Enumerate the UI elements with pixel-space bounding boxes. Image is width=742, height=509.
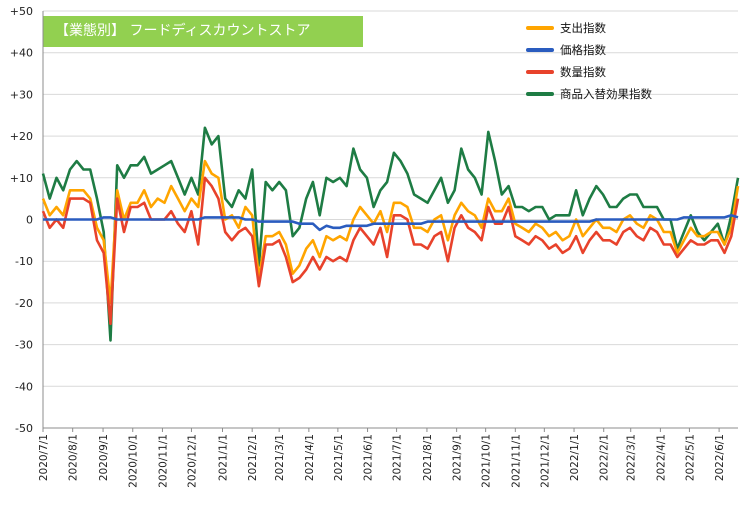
y-tick-label: -50 (15, 422, 33, 435)
x-tick-label: 2021/8/1 (422, 434, 434, 481)
x-tick-label: 2022/3/1 (626, 434, 638, 481)
y-tick-label: -10 (15, 255, 33, 268)
x-tick-label: 2021/1/1 (217, 434, 229, 481)
y-tick-label: 0 (26, 214, 33, 227)
x-tick-label: 2020/7/1 (38, 434, 50, 481)
x-tick-label: 2020/9/1 (98, 434, 110, 481)
x-axis-tick-labels: 2020/7/1 2020/8/1 2020/9/1 2020/10/1 2020/11… (38, 434, 726, 488)
x-tick-label: 2022/5/1 (684, 434, 696, 481)
y-tick-label: +40 (10, 47, 33, 60)
y-tick-label: -30 (15, 339, 33, 352)
x-tick-label: 2021/12/1 (539, 434, 551, 488)
x-tick-label: 2021/11/1 (510, 434, 522, 488)
series-line (43, 214, 739, 232)
x-tick-label: 2022/6/1 (714, 434, 726, 481)
x-tick-label: 2021/3/1 (274, 434, 286, 481)
y-tick-label: +50 (10, 5, 33, 18)
series-lines (41, 126, 740, 342)
y-tick-label: +20 (10, 130, 33, 143)
y-tick-label: +10 (10, 172, 33, 185)
legend-label: 数量指数 (560, 65, 606, 79)
y-tick-label: -20 (15, 297, 33, 310)
x-tick-label: 2021/9/1 (452, 434, 464, 481)
y-tick-label: +30 (10, 88, 33, 101)
legend-label: 支出指数 (560, 21, 606, 35)
x-tick-label: 2020/8/1 (68, 434, 80, 481)
x-tick-label: 2020/12/1 (186, 434, 198, 488)
x-tick-label: 2021/6/1 (363, 434, 375, 481)
x-tick-label: 2021/7/1 (392, 434, 404, 481)
y-axis-tick-labels: +50 +40 +30 +20 +10 0 -10 -20 -30 -40 -50 (10, 5, 33, 435)
x-tick-label: 2020/10/1 (128, 434, 140, 488)
legend-label: 商品入替効果指数 (560, 87, 652, 101)
x-tick-label: 2021/4/1 (304, 434, 316, 481)
x-tick-label: 2021/5/1 (333, 434, 345, 481)
x-tick-label: 2022/1/1 (569, 434, 581, 481)
x-tick-label: 2021/10/1 (481, 434, 493, 488)
x-tick-label: 2022/2/1 (599, 434, 611, 481)
y-tick-label: -40 (15, 380, 33, 393)
chart-title: 【業態別】 フードディスカウントストア (43, 16, 363, 47)
x-tick-label: 2020/11/1 (157, 434, 169, 488)
legend-label: 価格指数 (560, 43, 606, 57)
x-tick-label: 2021/2/1 (247, 434, 259, 481)
series-line (41, 126, 740, 342)
series-line (41, 159, 740, 305)
x-tick-label: 2022/4/1 (655, 434, 667, 481)
